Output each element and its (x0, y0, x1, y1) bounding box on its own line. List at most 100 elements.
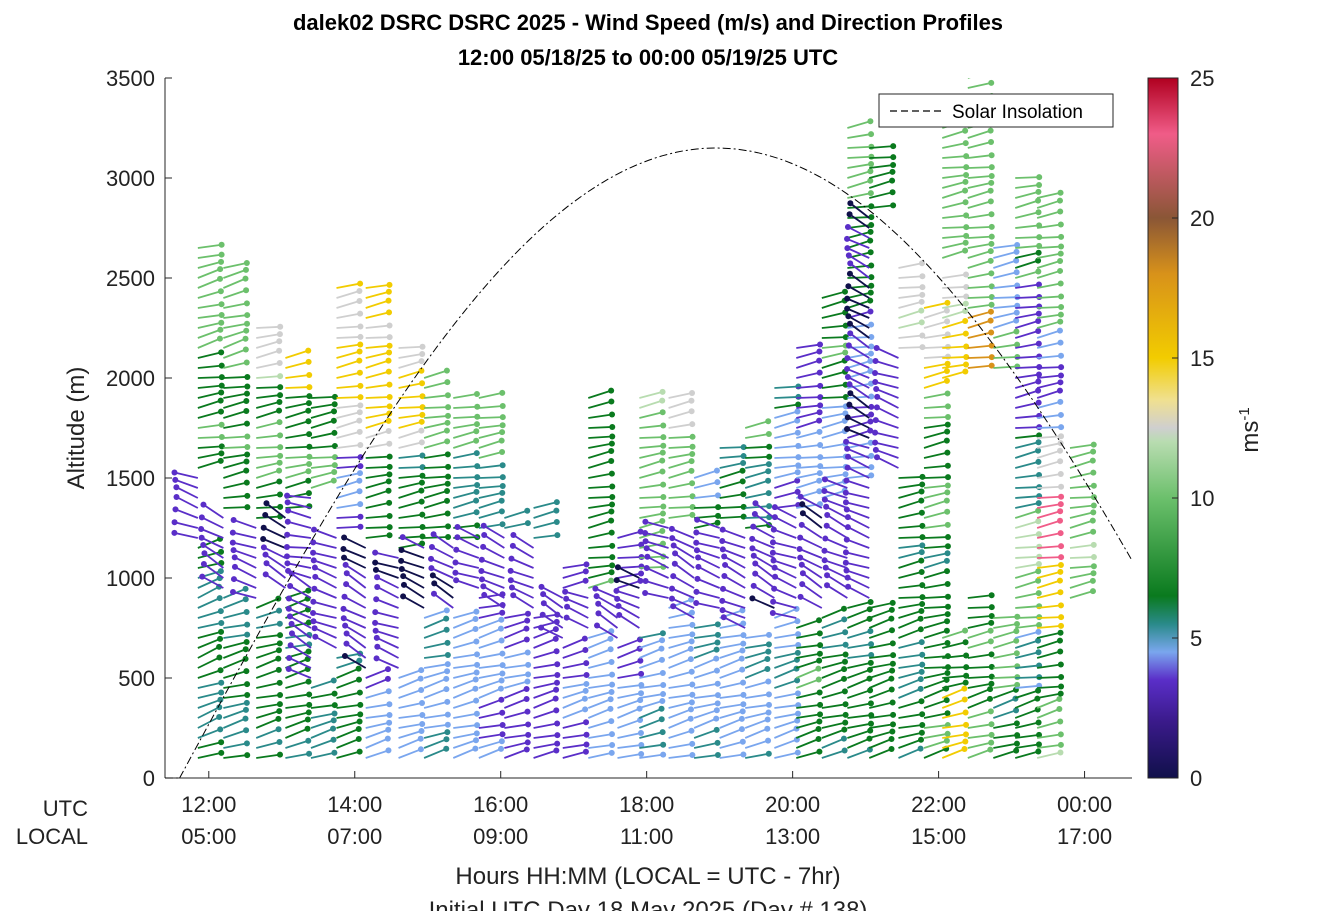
wind-barb-tip (693, 588, 700, 595)
wind-barb-tip (553, 499, 560, 506)
wind-barb-tip (386, 453, 393, 460)
wind-barb-tip (987, 686, 994, 693)
wind-barb-tip (218, 679, 225, 686)
wind-barb (1015, 373, 1040, 379)
wind-barb-tip (306, 443, 313, 450)
wind-barb-tip (285, 605, 292, 612)
wind-barb (824, 549, 848, 559)
wind-barb-tip (474, 463, 481, 470)
wind-barb (478, 485, 503, 489)
wind-barb (668, 453, 693, 459)
wind-barb-tip (355, 736, 362, 743)
wind-barb (923, 679, 947, 689)
wind-barb (588, 544, 613, 549)
wind-barb (967, 675, 992, 679)
wind-barb-tip (218, 443, 225, 450)
wind-barb (923, 380, 948, 389)
wind-barb (285, 445, 310, 449)
wind-barb-tip (714, 751, 721, 758)
wind-barb (398, 369, 422, 379)
wind-barb-tip (385, 666, 392, 673)
wind-barb-tip (944, 428, 951, 435)
wind-barb-tip (311, 625, 318, 632)
wind-barb (562, 750, 587, 759)
wind-barb (796, 411, 820, 419)
wind-barb (801, 503, 823, 519)
wind-barb-tip (525, 661, 532, 668)
wind-barb-tip (552, 626, 559, 633)
wind-barb (967, 182, 992, 189)
wind-barb (898, 747, 921, 759)
wind-barb-tip (1035, 197, 1042, 204)
wind-barb-tip (688, 458, 695, 465)
wind-barb-tip (444, 488, 451, 495)
wind-barb (223, 598, 247, 609)
wind-barb-tip (844, 426, 851, 433)
wind-barb (365, 703, 390, 709)
wind-barb (223, 469, 247, 479)
wind-barb (1015, 414, 1040, 419)
wind-barb (993, 244, 1018, 249)
wind-barb (343, 548, 367, 559)
wind-barb-tip (356, 689, 363, 696)
wind-barb-tip (356, 748, 363, 755)
wind-barb (1014, 630, 1039, 639)
wind-barb (992, 697, 1016, 709)
wind-barb-tip (418, 427, 425, 434)
wind-barb-tip (689, 421, 696, 428)
wind-barb-tip (987, 317, 994, 324)
wind-barb (719, 728, 743, 739)
wind-barb-tip (714, 700, 721, 707)
wind-barb-tip (919, 601, 926, 608)
wind-barb (197, 550, 222, 559)
wind-barb-tip (843, 567, 850, 574)
wind-barb (314, 627, 337, 639)
wind-barb-tip (472, 737, 479, 744)
wind-barb (672, 605, 695, 619)
wind-barb (1036, 571, 1061, 579)
wind-barb-tip (842, 641, 849, 648)
wind-barb (588, 661, 612, 669)
wind-barb (365, 383, 390, 389)
wind-barb-tip (1057, 731, 1064, 738)
wind-barb (376, 657, 399, 669)
wind-barb (336, 343, 361, 349)
wind-barb (255, 349, 280, 359)
wind-barb-tip (243, 287, 250, 294)
wind-barb-tip (689, 631, 696, 638)
wind-barb (562, 570, 587, 579)
wind-barb-tip (478, 576, 485, 583)
wind-barb-tip (988, 612, 995, 619)
wind-barb-tip (739, 738, 746, 745)
wind-barb-tip (816, 348, 823, 355)
wind-barb (772, 551, 797, 559)
wind-barb (774, 504, 799, 509)
wind-barb-tip (890, 711, 897, 718)
wind-barb (453, 671, 477, 679)
wind-barb (285, 718, 309, 729)
wind-barb-tip (1090, 554, 1097, 561)
wind-barb (868, 609, 893, 619)
y-tick-label: 3500 (106, 66, 155, 91)
wind-barb-tip (523, 625, 530, 632)
wind-barb (869, 171, 893, 179)
wind-barb (745, 492, 769, 499)
wind-barb (923, 699, 947, 709)
wind-barb-tip (285, 567, 292, 574)
wind-barb (255, 469, 280, 479)
wind-barb-tip (988, 79, 995, 86)
wind-barb (898, 286, 923, 289)
wind-barb-tip (841, 726, 848, 733)
wind-barb-tip (962, 368, 969, 375)
wind-barb-tip (581, 695, 588, 702)
wind-barb-tip (918, 549, 925, 556)
wind-barb (478, 451, 503, 459)
wind-barb (869, 713, 894, 719)
wind-barb (588, 720, 612, 729)
wind-barb (336, 738, 360, 749)
wind-barb-tip (867, 308, 874, 315)
wind-barb (942, 174, 967, 179)
wind-barb (256, 394, 281, 399)
wind-barb (847, 120, 871, 129)
